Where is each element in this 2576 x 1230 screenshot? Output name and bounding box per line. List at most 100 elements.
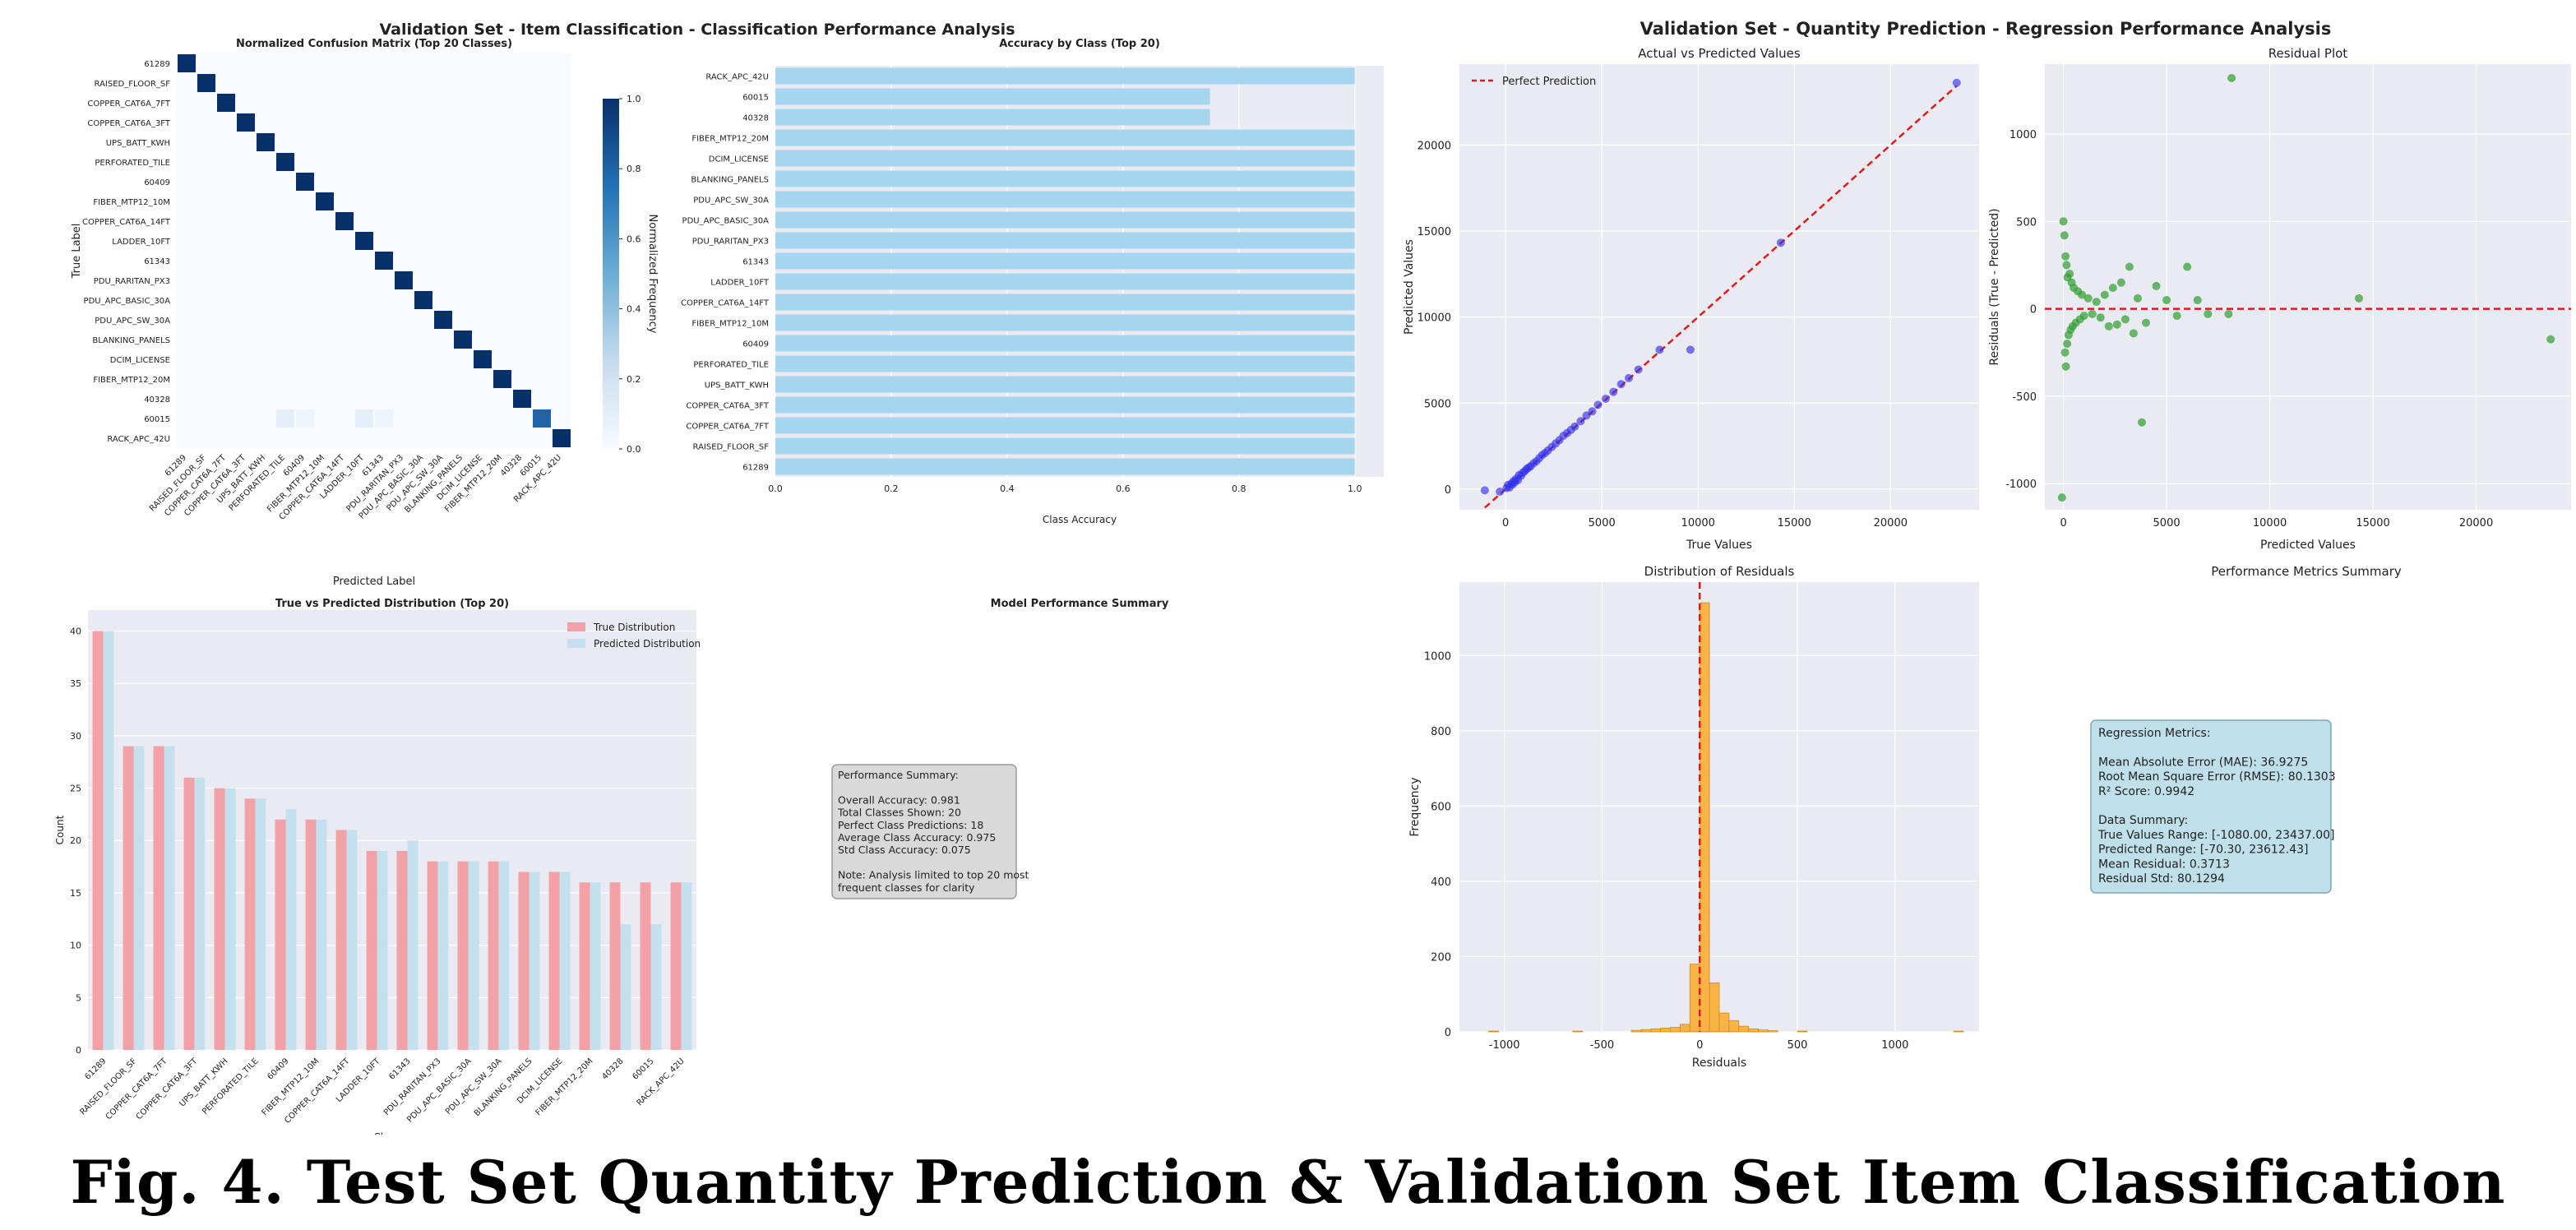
residual-point <box>2227 74 2236 83</box>
true-distribution-bar <box>123 746 134 1050</box>
model-summary-line: Total Classes Shown: 20 <box>837 807 961 819</box>
model-summary-line: Overall Accuracy: 0.981 <box>838 793 960 806</box>
colorbar-label: Normalized Frequency <box>646 214 659 333</box>
accuracy-y-tick: RAISED_FLOOR_SF <box>693 443 770 452</box>
confusion-cell <box>217 94 235 112</box>
residual-hist-x-tick: 1000 <box>1881 1039 1908 1052</box>
confusion-cell <box>276 153 294 171</box>
avp-point <box>1588 407 1597 416</box>
accuracy-x-tick: 0.6 <box>1116 483 1131 494</box>
residual-hist-bar <box>1797 1030 1808 1033</box>
accuracy-bar <box>775 232 1355 249</box>
accuracy-bar <box>775 170 1355 187</box>
confusion-y-tick: PDU_RARITAN_PX3 <box>94 277 170 286</box>
accuracy-x-tick: 1.0 <box>1348 483 1362 494</box>
confusion-x-tick: 40328 <box>499 453 524 478</box>
accuracy-bar <box>775 88 1210 105</box>
true-distribution-bar <box>183 777 195 1050</box>
colorbar-tick-label: 0.6 <box>627 234 641 244</box>
residual-point <box>2204 309 2213 318</box>
avp-point <box>1582 411 1591 420</box>
confusion-y-tick: 60409 <box>144 178 170 187</box>
residual-hist-x-tick: -500 <box>1590 1039 1615 1052</box>
accuracy-y-tick: BLANKING_PANELS <box>691 176 769 185</box>
distribution-x-tick: FIBER_MTP12_20M <box>534 1057 595 1117</box>
accuracy-x-tick: 0.8 <box>1232 483 1246 494</box>
confusion-y-tick: 61343 <box>144 257 170 266</box>
accuracy-y-tick: RACK_APC_42U <box>705 73 769 82</box>
true-distribution-bar <box>275 819 286 1050</box>
residual-hist-bar <box>1758 1029 1769 1033</box>
distribution-y-tick: 25 <box>70 784 81 794</box>
predicted-distribution-bar <box>255 798 266 1050</box>
accuracy-plot-area <box>775 66 1384 477</box>
residual-plot-area <box>2045 64 2571 510</box>
residual-point <box>2079 312 2088 321</box>
predicted-distribution-bar <box>620 924 631 1050</box>
residual-x-tick: 0 <box>2060 517 2066 529</box>
model-summary-line: Std Class Accuracy: 0.075 <box>838 844 971 856</box>
accuracy-bar <box>775 417 1355 434</box>
distribution-x-tick: 60015 <box>631 1057 655 1081</box>
distribution-x-tick: PDU_RARITAN_PX3 <box>382 1057 443 1117</box>
metrics-summary-line: Root Mean Square Error (RMSE): 80.1303 <box>2098 770 2336 784</box>
model-summary-line: Performance Summary: <box>838 769 959 781</box>
true-distribution-bar <box>396 850 408 1050</box>
predicted-distribution-bar <box>224 788 236 1050</box>
residual-hist-plot-area <box>1459 582 1979 1032</box>
actual-vs-predicted-title: Actual vs Predicted Values <box>1638 46 1801 61</box>
legend-label-true: True Distribution <box>593 622 675 633</box>
residual-hist-y-tick: 200 <box>1431 951 1451 964</box>
residual-point <box>2083 294 2093 303</box>
accuracy-x-tick: 0.0 <box>768 483 783 494</box>
residual-hist-bar <box>1738 1025 1750 1033</box>
predicted-distribution-bar <box>437 861 449 1050</box>
confusion-y-tick: COPPER_CAT6A_7FT <box>87 99 170 109</box>
accuracy-bar <box>775 376 1355 393</box>
accuracy-y-tick: COPPER_CAT6A_14FT <box>681 299 770 308</box>
residual-hist-bar <box>1953 1030 1964 1033</box>
residual-x-tick: 15000 <box>2356 517 2389 529</box>
figure-canvas: Validation Set - Item Classification - C… <box>54 19 2571 1135</box>
accuracy-bar <box>775 294 1355 311</box>
avp-x-tick: 15000 <box>1778 517 1811 529</box>
residual-hist-x-tick: 500 <box>1787 1039 1808 1052</box>
confusion-cell <box>375 252 393 270</box>
accuracy-x-tick: 0.2 <box>884 483 899 494</box>
residual-point <box>2065 270 2074 279</box>
accuracy-y-tick: PDU_APC_BASIC_30A <box>682 217 770 226</box>
accuracy-y-tick: 60409 <box>742 340 769 349</box>
true-distribution-bar <box>548 872 560 1050</box>
distribution-y-tick: 20 <box>70 835 81 846</box>
residual-point <box>2183 262 2192 271</box>
residual-hist-bar <box>1748 1028 1759 1033</box>
confusion-title: Normalized Confusion Matrix (Top 20 Clas… <box>236 38 512 50</box>
metrics-summary-title: Performance Metrics Summary <box>2211 564 2402 579</box>
legend-swatch-true <box>567 622 585 631</box>
residual-hist-bar <box>1630 1029 1642 1033</box>
accuracy-x-tick: 0.4 <box>1000 483 1015 494</box>
true-distribution-bar <box>366 850 377 1050</box>
residual-point <box>2152 281 2161 290</box>
confusion-cell <box>296 409 314 428</box>
metrics-summary-line: Mean Residual: 0.3713 <box>2098 858 2230 871</box>
residual-point <box>2096 313 2105 322</box>
avp-point <box>1776 238 1785 247</box>
accuracy-bar <box>775 437 1355 455</box>
colorbar-tick-label: 0.4 <box>627 304 641 315</box>
residual-point <box>2108 284 2117 293</box>
predicted-distribution-bar <box>650 924 662 1050</box>
accuracy-bar <box>775 252 1355 270</box>
confusion-y-tick: FIBER_MTP12_20M <box>93 376 170 385</box>
residual-point <box>2193 295 2202 304</box>
residual-hist-bar <box>1670 1027 1681 1033</box>
residual-point <box>2092 298 2101 307</box>
distribution-y-tick: 10 <box>70 941 81 951</box>
confusion-y-tick: COPPER_CAT6A_3FT <box>87 119 170 128</box>
residual-point <box>2162 295 2171 304</box>
residual-plot-title: Residual Plot <box>2268 46 2348 61</box>
accuracy-y-tick: DCIM_LICENSE <box>709 155 769 164</box>
residual-point <box>2224 309 2233 318</box>
predicted-distribution-bar <box>559 872 571 1050</box>
residual-hist-bar <box>1728 1020 1740 1033</box>
